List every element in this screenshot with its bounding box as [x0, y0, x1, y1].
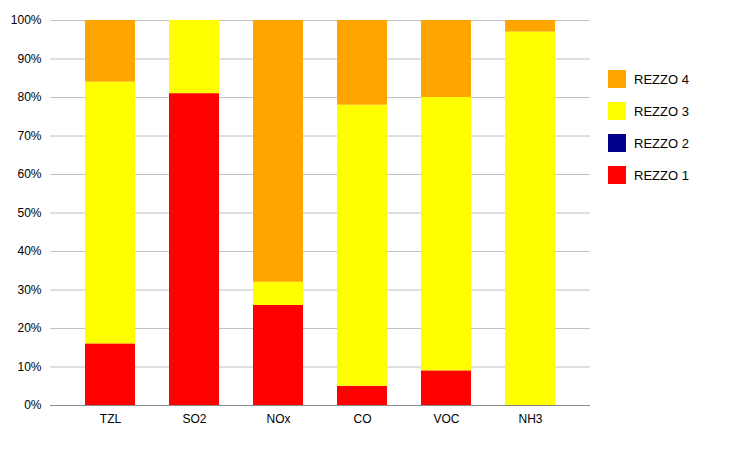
svg-text:90%: 90%: [17, 52, 41, 66]
html-text:REZZO 3: REZZO 3: [634, 103, 689, 119]
svg-text:100%: 100%: [11, 13, 42, 27]
svg-text:40%: 40%: [17, 244, 41, 258]
svg-text:NH3: NH3: [518, 412, 542, 426]
html-text:REZZO 4: REZZO 4: [634, 71, 689, 87]
svg-text:80%: 80%: [17, 90, 41, 104]
svg-text:0%: 0%: [24, 398, 42, 412]
html-text:REZZO 2: REZZO 2: [634, 135, 689, 151]
svg-text:VOC: VOC: [433, 412, 459, 426]
svg-text:NOx: NOx: [267, 412, 291, 426]
svg-text:50%: 50%: [17, 206, 41, 220]
svg-text:SO2: SO2: [182, 412, 206, 426]
svg-text:TZL: TZL: [100, 412, 122, 426]
svg-text:CO: CO: [354, 412, 372, 426]
svg-text:20%: 20%: [17, 321, 41, 335]
svg-text:60%: 60%: [17, 167, 41, 181]
svg-text:70%: 70%: [17, 129, 41, 143]
svg-text:10%: 10%: [17, 360, 41, 374]
svg-text:30%: 30%: [17, 283, 41, 297]
html-text:REZZO 1: REZZO 1: [634, 167, 689, 183]
